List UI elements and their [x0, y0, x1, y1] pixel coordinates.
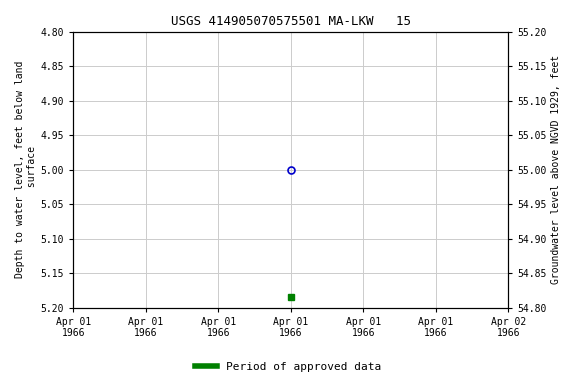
Title: USGS 414905070575501 MA-LKW   15: USGS 414905070575501 MA-LKW 15: [171, 15, 411, 28]
Y-axis label: Depth to water level, feet below land
 surface: Depth to water level, feet below land su…: [15, 61, 37, 278]
Legend: Period of approved data: Period of approved data: [191, 358, 385, 377]
Y-axis label: Groundwater level above NGVD 1929, feet: Groundwater level above NGVD 1929, feet: [551, 55, 561, 285]
